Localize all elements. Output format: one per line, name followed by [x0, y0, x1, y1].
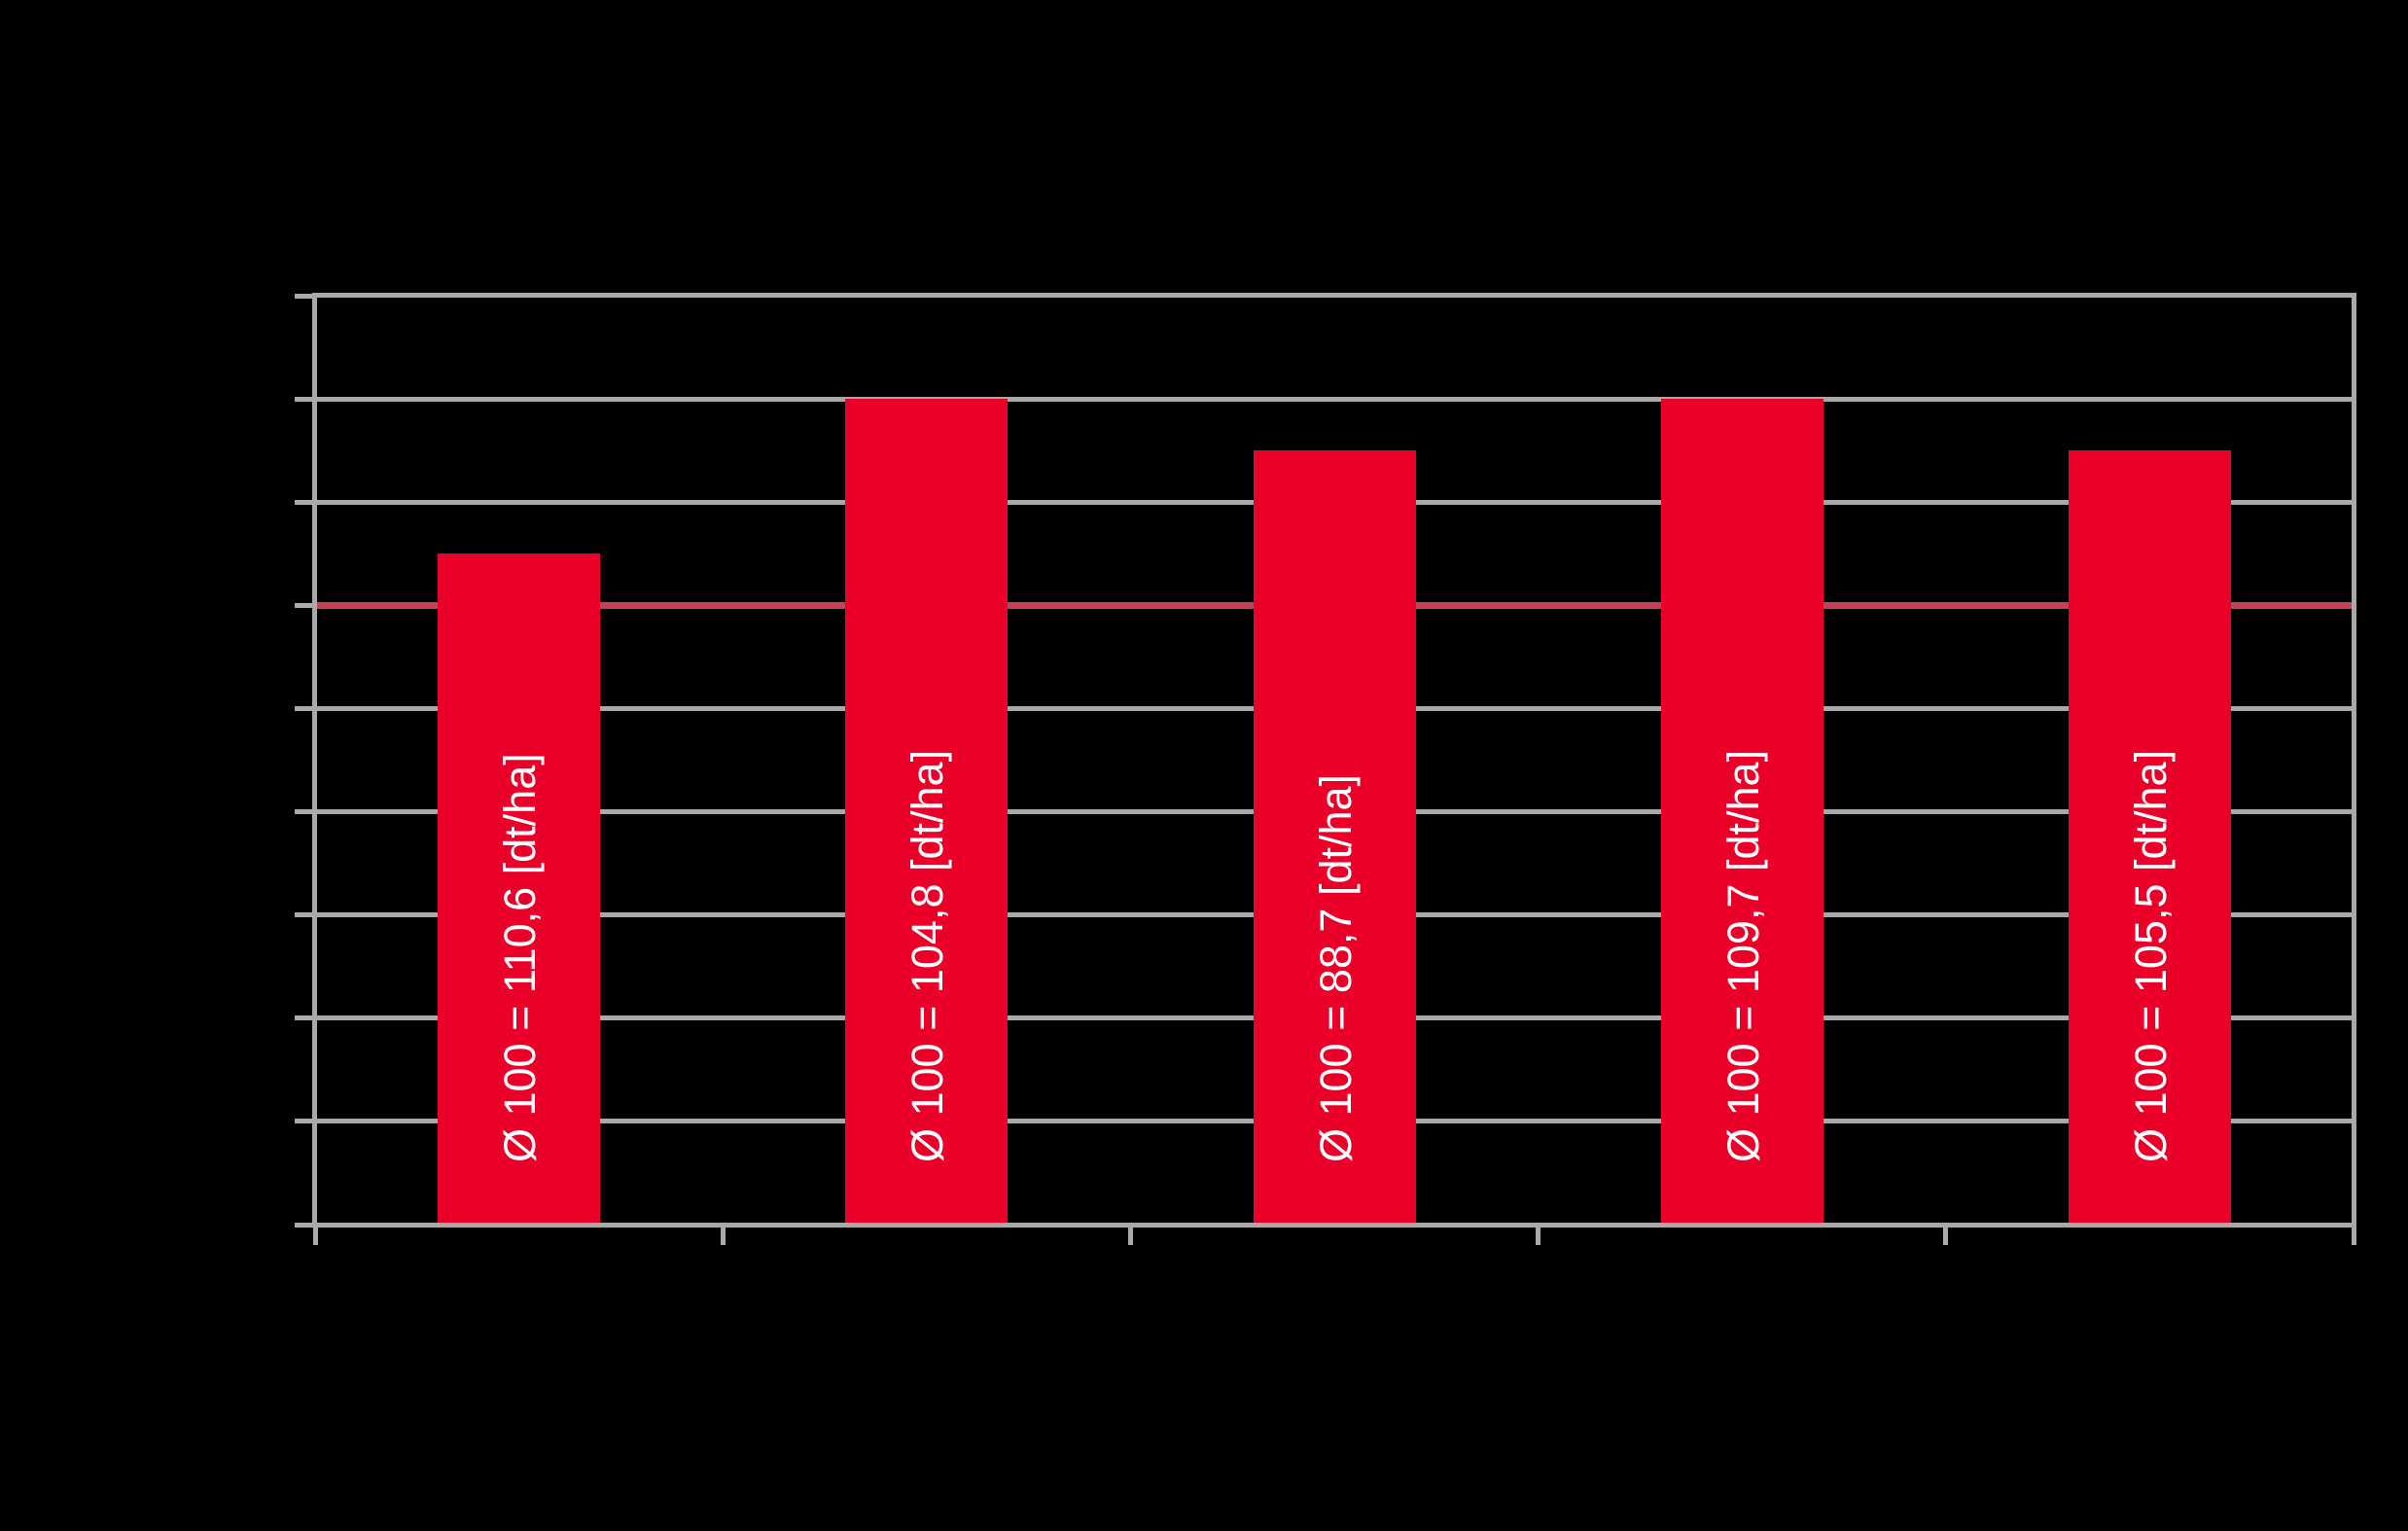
y-axis-tick: [295, 912, 312, 917]
bar: Ø 100 = 88,7 [dt/ha]: [1254, 450, 1416, 1223]
gridline: [315, 397, 2354, 402]
bar: Ø 100 = 104,8 [dt/ha]: [845, 399, 1008, 1223]
x-axis-tick: [721, 1228, 726, 1245]
y-axis-tick: [295, 706, 312, 711]
x-axis-tick: [2352, 1228, 2356, 1245]
bar: Ø 100 = 109,7 [dt/ha]: [1661, 399, 1824, 1223]
y-axis-tick: [295, 1015, 312, 1020]
bar-value-label: Ø 100 = 105,5 [dt/ha]: [2125, 749, 2176, 1162]
x-axis-tick: [313, 1228, 318, 1245]
bar-value-label: Ø 100 = 104,8 [dt/ha]: [902, 749, 952, 1162]
bar: Ø 100 = 105,5 [dt/ha]: [2069, 450, 2231, 1223]
y-axis-tick: [295, 603, 312, 608]
y-axis-tick: [295, 809, 312, 814]
bar-value-label: Ø 100 = 88,7 [dt/ha]: [1310, 773, 1361, 1162]
bar-value-label: Ø 100 = 109,7 [dt/ha]: [1717, 749, 1768, 1162]
x-axis-tick: [1128, 1228, 1133, 1245]
y-axis-tick: [295, 397, 312, 402]
x-axis-tick: [1943, 1228, 1948, 1245]
y-axis-tick: [295, 1119, 312, 1123]
x-axis-tick: [1536, 1228, 1540, 1245]
y-axis-tick: [295, 500, 312, 505]
bar: Ø 100 = 110,6 [dt/ha]: [438, 553, 600, 1223]
bar-value-label: Ø 100 = 110,6 [dt/ha]: [494, 753, 545, 1162]
y-axis-tick: [295, 294, 312, 299]
y-axis-tick: [295, 1223, 312, 1228]
